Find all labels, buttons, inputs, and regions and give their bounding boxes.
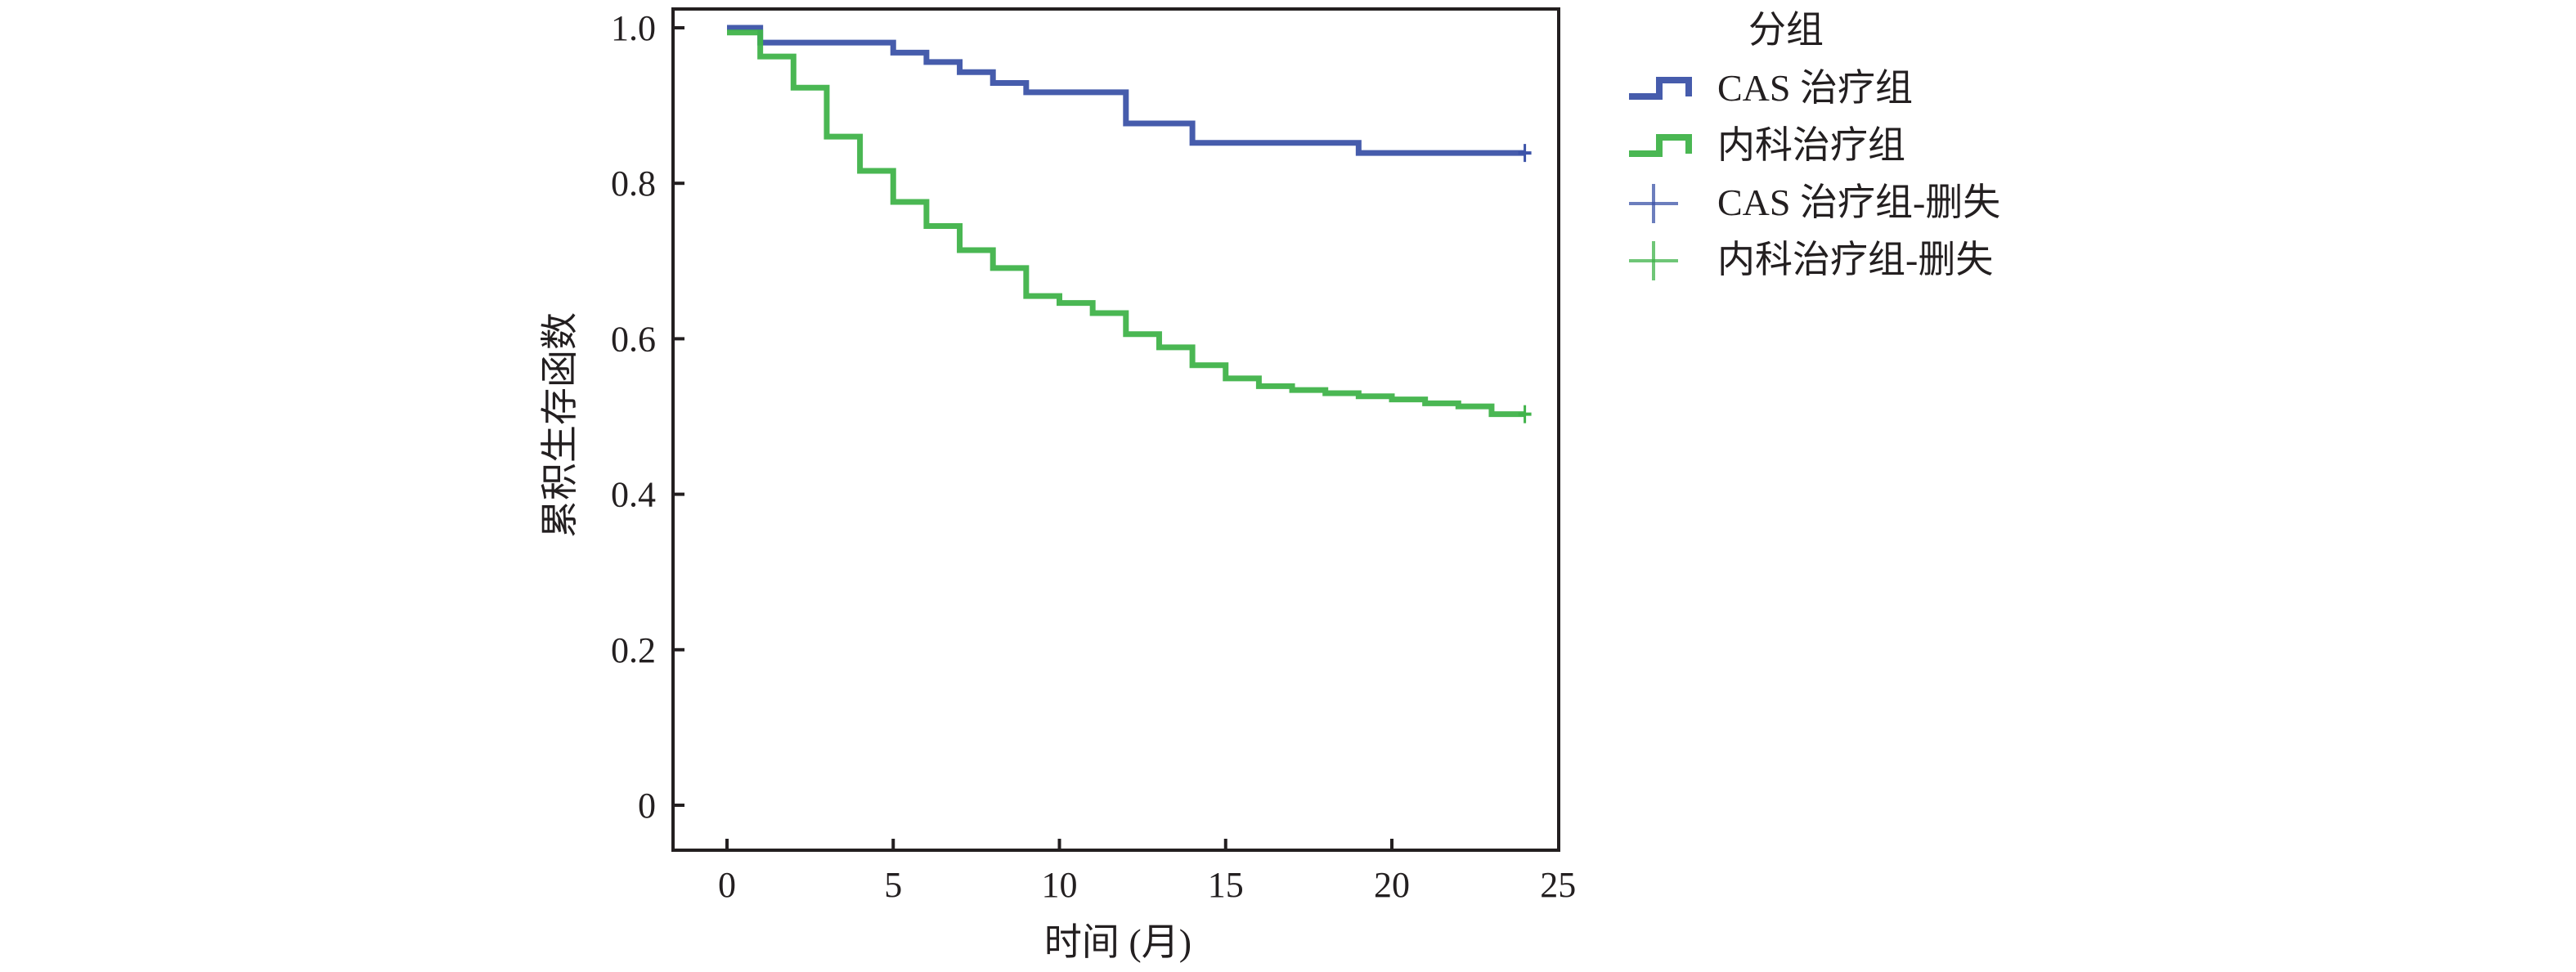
legend-label: 内科治疗组-删失 xyxy=(1717,239,1993,280)
legend-label: CAS 治疗组-删失 xyxy=(1717,181,2000,223)
plot-frame xyxy=(671,7,1560,852)
y-tick-label: 1.0 xyxy=(611,8,656,48)
x-tick-label: 20 xyxy=(1374,865,1410,905)
legend-title: 分组 xyxy=(1748,9,1824,51)
y-tick-label: 0.6 xyxy=(611,319,656,359)
y-tick-label: 0.2 xyxy=(611,630,656,670)
x-tick-label: 15 xyxy=(1208,865,1244,905)
series-layer xyxy=(727,25,1532,423)
legend-step-icon xyxy=(1629,77,1692,100)
x-tick-label: 25 xyxy=(1540,865,1576,905)
x-axis-title: 时间 (月) xyxy=(1044,921,1192,963)
x-tick-label: 10 xyxy=(1042,865,1078,905)
legend-item: CAS 治疗组 xyxy=(1629,67,1913,109)
legend-step-icon xyxy=(1629,134,1692,157)
survival-curve-medical xyxy=(727,29,1525,418)
y-tick-label: 0.8 xyxy=(611,163,656,204)
y-axis: 0 0.2 0.4 0.6 0.8 1.0 xyxy=(611,8,684,826)
survival-curve-cas xyxy=(727,25,1525,156)
legend-item: CAS 治疗组-删失 xyxy=(1629,181,2000,223)
x-axis: 0 5 10 15 20 25 xyxy=(718,839,1576,905)
legend-item: 内科治疗组-删失 xyxy=(1629,239,1993,280)
y-tick-label: 0.4 xyxy=(611,475,656,515)
legend-item: 内科治疗组 xyxy=(1629,124,1905,166)
x-tick-label: 5 xyxy=(884,865,902,905)
y-tick-label: 0 xyxy=(638,786,656,826)
plot-border xyxy=(671,7,1560,852)
legend-label: CAS 治疗组 xyxy=(1717,67,1913,109)
x-tick-label: 0 xyxy=(718,865,736,905)
y-axis-title: 累积生存函数 xyxy=(539,312,581,538)
legend-label: 内科治疗组 xyxy=(1717,124,1905,166)
